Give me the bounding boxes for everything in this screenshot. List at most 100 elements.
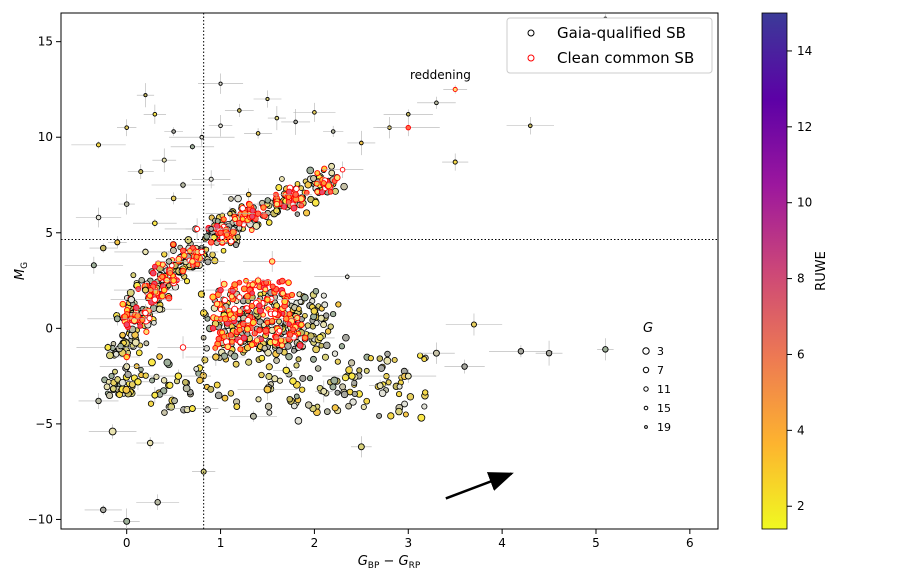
data-point-gaia	[203, 345, 210, 352]
data-point-clean	[236, 220, 243, 227]
data-point-clean	[269, 283, 276, 290]
legend-label-gaia: Gaia-qualified SB	[557, 24, 686, 42]
data-point-clean	[151, 296, 159, 303]
data-point-gaia	[218, 81, 223, 86]
data-point-gaia	[245, 191, 252, 198]
data-point-clean	[286, 311, 293, 318]
data-point-clean	[228, 293, 235, 300]
data-point-clean	[143, 328, 150, 335]
data-point-clean	[283, 315, 290, 322]
data-point-gaia	[291, 347, 297, 354]
data-point-gaia	[320, 292, 327, 299]
data-point-gaia	[296, 306, 302, 312]
data-point-gaia	[396, 391, 403, 398]
data-point-gaia	[151, 319, 157, 326]
data-point-gaia	[166, 381, 174, 389]
data-point-gaia	[345, 366, 353, 374]
data-point-clean	[254, 277, 262, 284]
data-point-clean	[232, 216, 239, 223]
colorbar-tick-label: 12	[797, 120, 812, 134]
data-point-clean	[268, 258, 276, 265]
data-point-gaia	[328, 169, 336, 177]
data-point-gaia	[171, 129, 176, 134]
data-point-clean	[301, 334, 309, 342]
data-point-clean	[221, 315, 229, 323]
data-point-gaia	[90, 262, 97, 269]
data-point-gaia	[357, 443, 365, 451]
data-point-gaia	[196, 376, 204, 384]
colorbar-label: RUWE	[814, 251, 829, 291]
data-point-clean	[293, 185, 300, 193]
data-point-clean	[239, 320, 247, 328]
data-point-gaia	[184, 236, 193, 244]
data-point-gaia	[147, 400, 155, 407]
data-point-gaia	[307, 332, 315, 340]
data-point-clean	[189, 258, 196, 265]
y-tick-label: 10	[38, 130, 53, 144]
data-point-clean	[244, 325, 251, 333]
data-point-gaia	[233, 403, 241, 410]
data-point-clean	[152, 288, 159, 295]
data-point-clean	[249, 213, 256, 220]
data-point-gaia	[265, 219, 273, 226]
data-point-gaia	[312, 288, 320, 295]
data-point-clean	[119, 300, 127, 308]
colorbar-gradient	[761, 12, 788, 530]
data-point-clean	[304, 189, 310, 196]
data-point-gaia	[330, 129, 336, 134]
data-point-clean	[224, 343, 232, 351]
y-tick-label: −5	[35, 417, 53, 431]
x-axis-label: GBP − GRP	[358, 554, 421, 571]
data-point-clean	[237, 346, 244, 353]
data-point-clean	[230, 314, 237, 321]
data-point-gaia	[152, 111, 158, 117]
data-point-gaia	[312, 345, 320, 354]
data-point-clean	[229, 287, 236, 295]
data-point-gaia	[406, 393, 415, 401]
data-point-gaia	[230, 352, 239, 360]
data-point-gaia	[517, 348, 525, 355]
data-point-gaia	[349, 398, 357, 406]
data-point-gaia	[134, 378, 142, 386]
size-legend-marker	[644, 425, 648, 429]
data-point-gaia	[160, 377, 168, 384]
data-point-gaia	[360, 403, 367, 411]
data-point-gaia	[199, 134, 205, 140]
data-point-clean	[320, 180, 327, 187]
data-point-gaia	[356, 367, 363, 374]
data-point-gaia	[294, 211, 301, 217]
data-point-gaia	[363, 367, 370, 374]
data-point-gaia	[328, 162, 335, 170]
data-point-clean	[261, 212, 268, 220]
data-point-clean	[313, 180, 320, 187]
size-legend-marker	[642, 366, 650, 374]
data-point-gaia	[417, 413, 426, 422]
data-point-gaia	[461, 363, 468, 370]
data-point-gaia	[405, 111, 411, 117]
data-point-gaia	[401, 400, 408, 408]
data-point-clean	[236, 294, 243, 301]
data-point-gaia	[171, 397, 178, 405]
data-point-gaia	[209, 251, 216, 258]
data-point-gaia	[103, 383, 111, 391]
data-point-clean	[298, 321, 305, 328]
size-legend-label: 19	[657, 421, 671, 434]
data-point-clean	[229, 338, 235, 345]
data-point-clean	[134, 312, 141, 320]
data-point-clean	[159, 273, 166, 280]
data-point-gaia	[169, 247, 177, 254]
data-point-clean	[272, 334, 280, 341]
data-point-gaia	[113, 351, 120, 358]
data-point-gaia	[432, 349, 440, 357]
data-point-clean	[249, 319, 257, 327]
data-point-clean	[262, 327, 270, 335]
data-point-clean	[240, 285, 248, 293]
data-point-clean	[251, 330, 258, 337]
data-point-gaia	[602, 346, 609, 353]
data-point-gaia	[286, 395, 293, 403]
data-point-gaia	[189, 144, 195, 150]
data-point-clean	[212, 345, 219, 351]
data-point-gaia	[264, 197, 271, 204]
data-point-clean	[239, 216, 246, 222]
data-point-gaia	[421, 403, 428, 410]
